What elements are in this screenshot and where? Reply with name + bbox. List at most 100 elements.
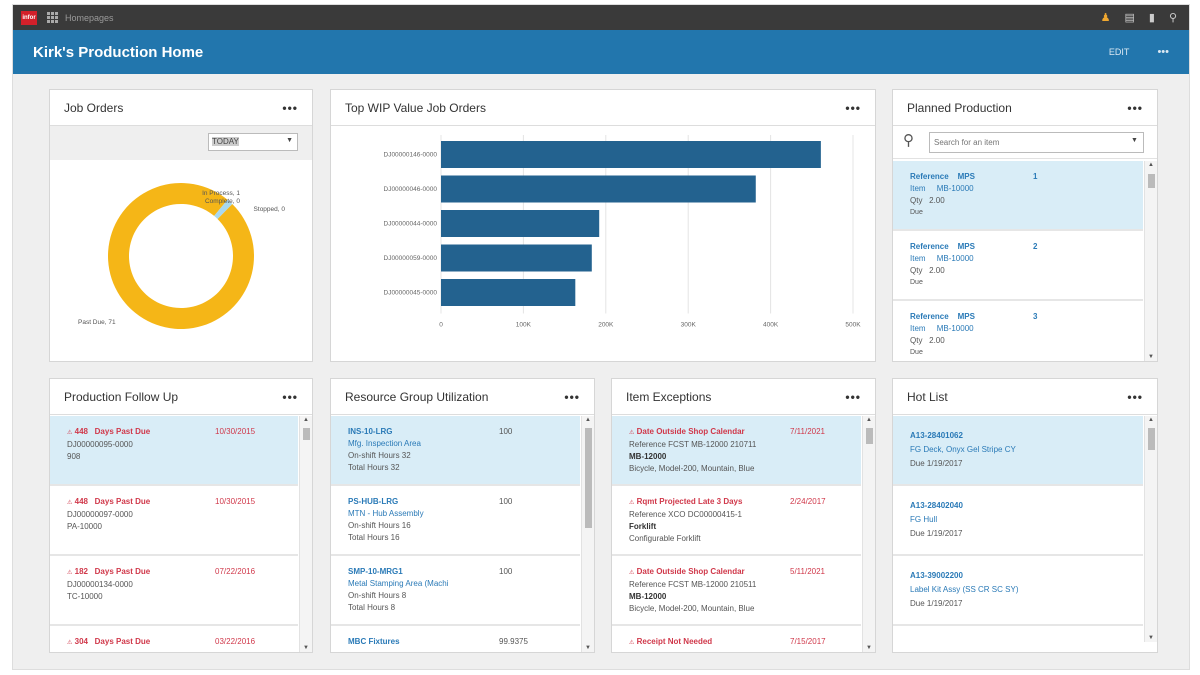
item-number: 2 (1033, 242, 1038, 251)
chevron-down-icon[interactable]: ▼ (1131, 137, 1138, 144)
due-date: Due 1/19/2017 (910, 529, 963, 538)
list-item[interactable]: ⚠ 448 Days Past Due 10/30/2015 DJ00000097… (50, 486, 298, 556)
resource-group-utilization-widget: Resource Group Utilization ••• INS-10-LRG… (330, 378, 595, 653)
list-item[interactable]: ⚠ Rqmt Projected Late 3 Days 2/24/2017 Re… (612, 486, 861, 556)
alert-icon: ⚠ (67, 640, 73, 646)
chat-icon[interactable]: ▤ (1124, 12, 1135, 24)
due-date: Due 1/19/2017 (910, 599, 963, 608)
scrollbar[interactable]: ▲ ▼ (1144, 416, 1157, 642)
item-code: Forklift (629, 522, 657, 531)
list-item[interactable]: ⚠ 304 Days Past Due 03/22/2016 (50, 626, 298, 652)
widget-menu-button[interactable]: ••• (845, 100, 861, 115)
bar-DJ00000046-0000[interactable] (441, 175, 756, 203)
list-item[interactable]: PS-HUB-LRG 100 MTN - Hub Assembly On-shift… (331, 486, 580, 556)
bar-DJ00000045-0000[interactable] (441, 279, 576, 306)
list-item[interactable]: SMP-10-MRG1 100 Metal Stamping Area (Mach… (331, 556, 580, 626)
list-item[interactable]: ⚠ 448 Days Past Due 10/30/2015 DJ00000095… (50, 416, 298, 486)
utilization-value: 100 (499, 497, 513, 506)
scrollbar[interactable]: ▲ ▼ (1144, 161, 1157, 361)
user-icon[interactable]: ♟ (1100, 12, 1111, 24)
list-item[interactable]: ⚠ 182 Days Past Due 07/22/2016 DJ00000134… (50, 556, 298, 626)
item-code: PA-10000 (67, 522, 102, 531)
list-item[interactable]: INS-10-LRG 100 Mfg. Inspection Area On-shi… (331, 416, 580, 486)
reference: Reference XCO DC00000415-1 (629, 510, 742, 519)
scrollbar[interactable]: ▲ ▼ (581, 416, 594, 652)
scrollbar[interactable]: ▲ ▼ (862, 416, 875, 652)
item-code: MB-12000 (629, 452, 667, 461)
utilization-value: 100 (499, 427, 513, 436)
widget-title: Hot List (907, 389, 948, 404)
widget-title: Top WIP Value Job Orders (345, 100, 486, 115)
list-item[interactable]: A13-39002200 Label Kit Assy (SS CR SC SY)… (893, 556, 1143, 626)
reference: Reference FCST MB-12000 210711 (629, 440, 757, 449)
widget-menu-button[interactable]: ••• (1127, 100, 1143, 115)
x-tick-label: 300K (681, 322, 697, 329)
widget-menu-button[interactable]: ••• (564, 389, 580, 404)
status-text: Days Past Due (94, 567, 151, 576)
days-count: 304 (74, 637, 88, 646)
job-order: DJ00000134-0000 (67, 580, 133, 589)
job-order: DJ00000095-0000 (67, 440, 133, 449)
exception-date: 7/15/2017 (790, 637, 826, 646)
job-order: DJ00000097-0000 (67, 510, 133, 519)
reference-label: Reference (910, 242, 949, 251)
edit-button[interactable]: EDIT (1108, 47, 1130, 57)
hot-item-code: A13-28402040 (910, 501, 963, 510)
bookmark-icon[interactable]: ▮ (1148, 12, 1155, 24)
widget-menu-button[interactable]: ••• (1127, 389, 1143, 404)
more-options-button[interactable]: ••• (1157, 46, 1169, 58)
period-select[interactable]: TODAY ▼ (208, 133, 298, 151)
item-value: MB-10000 (936, 324, 974, 333)
widget-title: Production Follow Up (64, 389, 179, 404)
item-search-input[interactable] (929, 132, 1144, 153)
production-follow-up-widget: Production Follow Up ••• ⚠ 448 Days Past … (49, 378, 313, 653)
item-code: TC-10000 (67, 592, 103, 601)
list-item[interactable]: ⚠ Receipt Not Needed 7/15/2017 (612, 626, 861, 652)
item-code: 908 (67, 452, 81, 461)
reference: Reference FCST MB-12000 210511 (629, 580, 757, 589)
bar-DJ00000059-0000[interactable] (441, 244, 592, 272)
filter-bar: TODAY ▼ (50, 126, 312, 160)
qty-label: Qty (910, 196, 923, 205)
bar-DJ00000146-0000[interactable] (441, 141, 821, 168)
utilization-value: 99.9375 (499, 637, 528, 646)
widget-menu-button[interactable]: ••• (282, 389, 298, 404)
list-item[interactable]: A13-28402040 FG Hull Due 1/19/2017 (893, 486, 1143, 556)
list-item[interactable]: Reference MPS 2 Item MB-10000 Qty 2.00 Du… (893, 231, 1143, 301)
widget-title: Planned Production (907, 100, 1012, 115)
list-item[interactable]: Reference MPS 1 Item MB-10000 Qty 2.00 Du… (893, 161, 1143, 231)
widget-menu-button[interactable]: ••• (282, 100, 298, 115)
x-tick-label: 0 (439, 322, 443, 329)
qty-value: 2.00 (929, 266, 945, 275)
list-item[interactable]: MBC Fixtures 99.9375 (331, 626, 580, 652)
donut-slice-in-process[interactable] (214, 199, 233, 219)
due-date: 10/30/2015 (215, 427, 256, 436)
exception-type: Date Outside Shop Calendar (636, 427, 745, 436)
exception-type: Rqmt Projected Late 3 Days (636, 497, 743, 506)
on-shift-hours: On-shift Hours 32 (348, 451, 411, 460)
page-title: Kirk's Production Home (33, 43, 204, 61)
search-icon[interactable]: ⚲ (1168, 12, 1177, 24)
resource-description: Metal Stamping Area (Machi (348, 579, 449, 588)
list-item[interactable]: ⚠ Date Outside Shop Calendar 7/11/2021 Re… (612, 416, 861, 486)
item-value: MB-10000 (936, 254, 974, 263)
chevron-down-icon: ▼ (286, 137, 293, 144)
list-item[interactable]: ⚠ Date Outside Shop Calendar 5/11/2021 Re… (612, 556, 861, 626)
breadcrumb[interactable]: Homepages (65, 12, 114, 23)
item-label: Item (910, 254, 926, 263)
exception-date: 5/11/2021 (790, 567, 825, 576)
widget-menu-button[interactable]: ••• (845, 389, 861, 404)
x-tick-label: 500K (845, 322, 861, 329)
list-item[interactable]: Reference MPS 3 Item MB-10000 Qty 2.00 Du… (893, 301, 1143, 361)
infor-logo[interactable]: infor (21, 10, 37, 25)
days-count: 448 (74, 427, 88, 436)
scrollbar[interactable]: ▲ ▼ (299, 416, 312, 652)
hot-item-description: FG Hull (910, 515, 938, 524)
reference-label: Reference (910, 312, 949, 321)
qty-value: 2.00 (929, 336, 945, 345)
y-tick-label: DJ00000046-0000 (384, 186, 438, 193)
bar-DJ00000044-0000[interactable] (441, 210, 600, 237)
list-item[interactable]: A13-28401062 FG Deck, Onyx Gel Stripe CY D… (893, 416, 1143, 486)
search-icon[interactable]: ⚲ (903, 132, 914, 149)
apps-grid-icon[interactable] (47, 12, 58, 23)
